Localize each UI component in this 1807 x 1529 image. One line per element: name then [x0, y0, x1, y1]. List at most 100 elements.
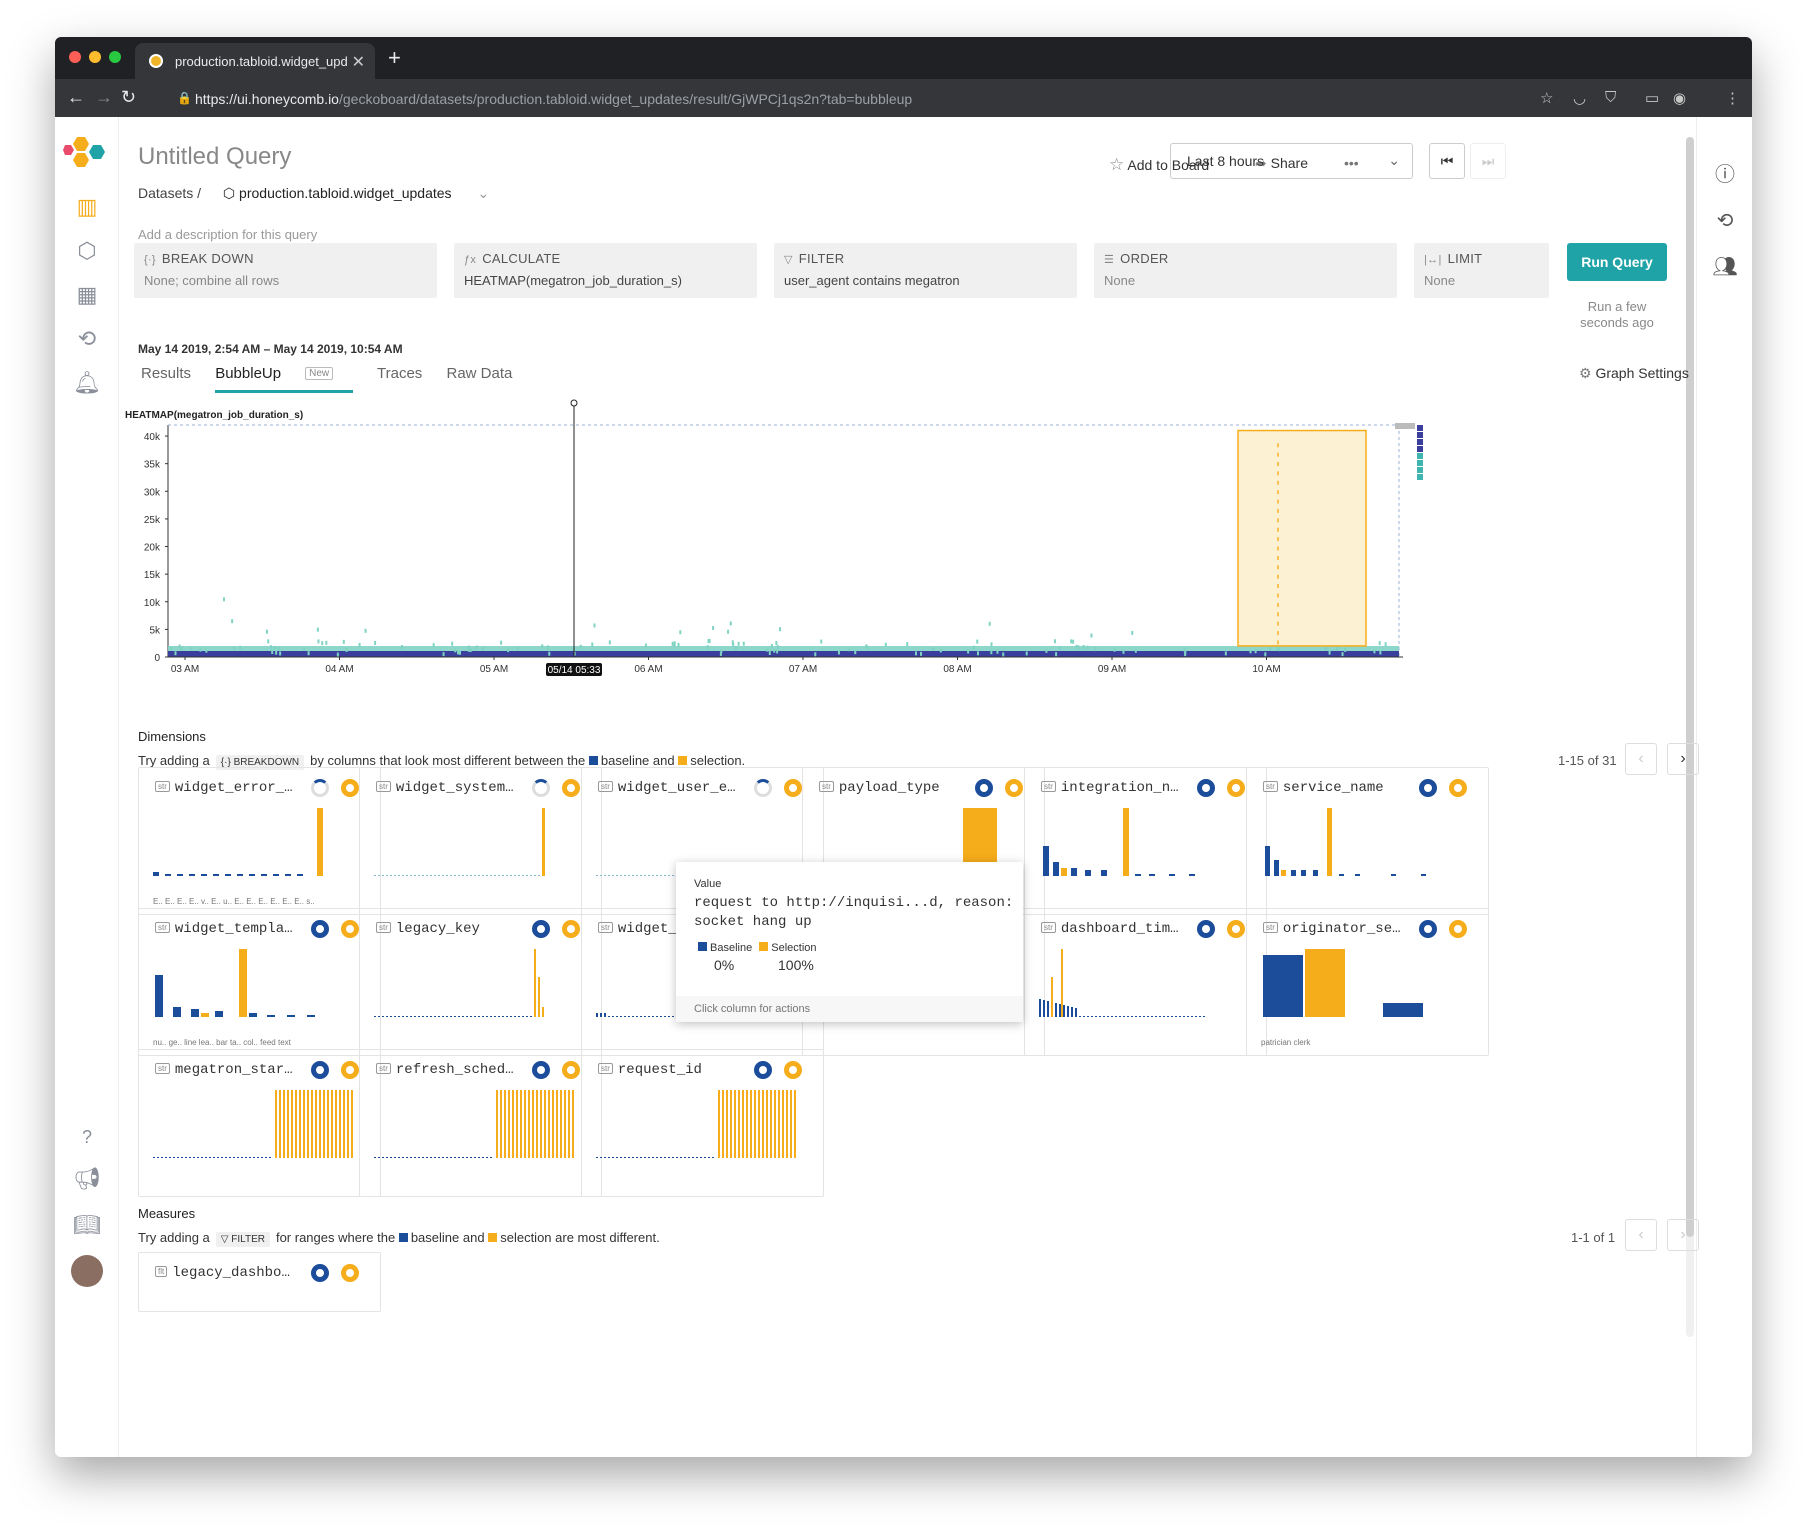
- histogram-bar[interactable]: [414, 875, 416, 876]
- histogram-bar[interactable]: [213, 874, 219, 876]
- histogram-bar[interactable]: [1263, 955, 1303, 1017]
- dimension-card[interactable]: str megatron_star…: [138, 1049, 381, 1197]
- histogram-bar[interactable]: [426, 875, 428, 876]
- histogram-bar[interactable]: [189, 874, 195, 876]
- histogram-bar[interactable]: [742, 1090, 744, 1158]
- histogram-bar[interactable]: [542, 1007, 544, 1017]
- histogram-bar[interactable]: [157, 1157, 159, 1158]
- histogram-bar[interactable]: [1111, 1016, 1113, 1017]
- histogram-bar[interactable]: [636, 1157, 638, 1158]
- histogram-bar[interactable]: [215, 1011, 223, 1017]
- histogram-bar[interactable]: [374, 1157, 376, 1158]
- histogram-bar[interactable]: [1191, 1016, 1193, 1017]
- histogram-bar[interactable]: [1091, 1016, 1093, 1017]
- dimension-histogram[interactable]: [1039, 947, 1254, 1019]
- histogram-bar[interactable]: [712, 1157, 714, 1158]
- histogram-bar[interactable]: [177, 1157, 179, 1158]
- histogram-bar[interactable]: [704, 1157, 706, 1158]
- histogram-bar[interactable]: [406, 875, 408, 876]
- histogram-bar[interactable]: [1063, 1005, 1065, 1017]
- histogram-bar[interactable]: [430, 1016, 432, 1017]
- histogram-bar[interactable]: [191, 1009, 199, 1017]
- histogram-bar[interactable]: [532, 1090, 534, 1158]
- histogram-bar[interactable]: [1123, 1016, 1125, 1017]
- histogram-bar[interactable]: [568, 1090, 570, 1158]
- histogram-bar[interactable]: [1274, 860, 1279, 876]
- dimension-histogram[interactable]: [153, 947, 368, 1019]
- histogram-bar[interactable]: [490, 1016, 492, 1017]
- histogram-bar[interactable]: [1075, 1008, 1077, 1017]
- histogram-bar[interactable]: [782, 1090, 784, 1158]
- histogram-bar[interactable]: [482, 1016, 484, 1017]
- histogram-bar[interactable]: [1067, 1006, 1069, 1017]
- histogram-bar[interactable]: [173, 1007, 181, 1017]
- histogram-bar[interactable]: [446, 1016, 448, 1017]
- dimension-card[interactable]: str legacy_key: [359, 908, 602, 1056]
- histogram-bar[interactable]: [620, 1016, 622, 1017]
- docs-book-icon[interactable]: 📖︎: [73, 1212, 101, 1237]
- histogram-bar[interactable]: [466, 1016, 468, 1017]
- histogram-bar[interactable]: [323, 1090, 325, 1158]
- histogram-bar[interactable]: [450, 875, 452, 876]
- histogram-bar[interactable]: [1139, 1016, 1141, 1017]
- breadcrumb-dataset[interactable]: ⬡ production.tabloid.widget_updates: [222, 185, 452, 201]
- histogram-bar[interactable]: [688, 1157, 690, 1158]
- histogram-bar[interactable]: [526, 875, 528, 876]
- histogram-bar[interactable]: [524, 1090, 526, 1158]
- dimension-histogram[interactable]: [374, 1088, 589, 1160]
- heatmap-chart[interactable]: HEATMAP(megatron_job_duration_s) 0 5k 10k 15…: [119, 397, 1694, 737]
- histogram-bar[interactable]: [572, 1090, 574, 1158]
- histogram-bar[interactable]: [668, 1016, 670, 1017]
- histogram-bar[interactable]: [287, 1015, 295, 1017]
- boards-icon[interactable]: ▦: [76, 282, 98, 307]
- histogram-bar[interactable]: [664, 1157, 666, 1158]
- filter-clause[interactable]: ▽ FILTER user_agent contains megatron: [774, 243, 1077, 298]
- histogram-bar[interactable]: [422, 1157, 424, 1158]
- histogram-bar[interactable]: [766, 1090, 768, 1158]
- maximize-window-icon[interactable]: [109, 51, 121, 63]
- histogram-bar[interactable]: [494, 1016, 496, 1017]
- histogram-bar[interactable]: [273, 874, 279, 876]
- histogram-bar[interactable]: [600, 1013, 602, 1017]
- histogram-bar[interactable]: [660, 1157, 662, 1158]
- histogram-bar[interactable]: [165, 874, 171, 876]
- histogram-bar[interactable]: [1301, 870, 1306, 876]
- histogram-bar[interactable]: [378, 875, 380, 876]
- histogram-bar[interactable]: [528, 1090, 530, 1158]
- histogram-bar[interactable]: [596, 875, 598, 876]
- histogram-bar[interactable]: [418, 1016, 420, 1017]
- histogram-bar[interactable]: [249, 1013, 257, 1017]
- histogram-bar[interactable]: [434, 875, 436, 876]
- histogram-bar[interactable]: [538, 977, 540, 1017]
- dimension-card[interactable]: str widget_templa… nu.. ge.. line lea.. ba…: [138, 908, 381, 1056]
- histogram-bar[interactable]: [1101, 870, 1107, 876]
- histogram-bar[interactable]: [498, 875, 500, 876]
- measure-card[interactable]: flt legacy_dashbo…: [138, 1252, 381, 1312]
- histogram-bar[interactable]: [193, 1157, 195, 1158]
- histogram-bar[interactable]: [490, 875, 492, 876]
- run-query-button[interactable]: Run Query: [1567, 243, 1667, 281]
- histogram-bar[interactable]: [506, 1016, 508, 1017]
- histogram-bar[interactable]: [1043, 1000, 1045, 1017]
- histogram-bar[interactable]: [283, 1090, 285, 1158]
- histogram-bar[interactable]: [600, 1157, 602, 1158]
- histogram-bar[interactable]: [406, 1157, 408, 1158]
- histogram-bar[interactable]: [616, 875, 618, 876]
- histogram-bar[interactable]: [478, 875, 480, 876]
- histogram-bar[interactable]: [382, 875, 384, 876]
- dimension-card[interactable]: str originator_se… patrician clerk: [1246, 908, 1489, 1056]
- histogram-bar[interactable]: [510, 1016, 512, 1017]
- histogram-bar[interactable]: [1175, 1016, 1177, 1017]
- histogram-bar[interactable]: [181, 1157, 183, 1158]
- histogram-bar[interactable]: [466, 1157, 468, 1158]
- histogram-bar[interactable]: [620, 1157, 622, 1158]
- dimension-card[interactable]: str request_id: [581, 1049, 824, 1197]
- histogram-bar[interactable]: [486, 1157, 488, 1158]
- dimension-histogram[interactable]: [1261, 947, 1476, 1019]
- histogram-bar[interactable]: [1171, 1016, 1173, 1017]
- histogram-bar[interactable]: [498, 1016, 500, 1017]
- bookmark-star-icon[interactable]: ☆: [1540, 90, 1554, 107]
- histogram-bar[interactable]: [680, 1157, 682, 1158]
- histogram-bar[interactable]: [534, 949, 536, 1017]
- histogram-bar[interactable]: [1167, 1016, 1169, 1017]
